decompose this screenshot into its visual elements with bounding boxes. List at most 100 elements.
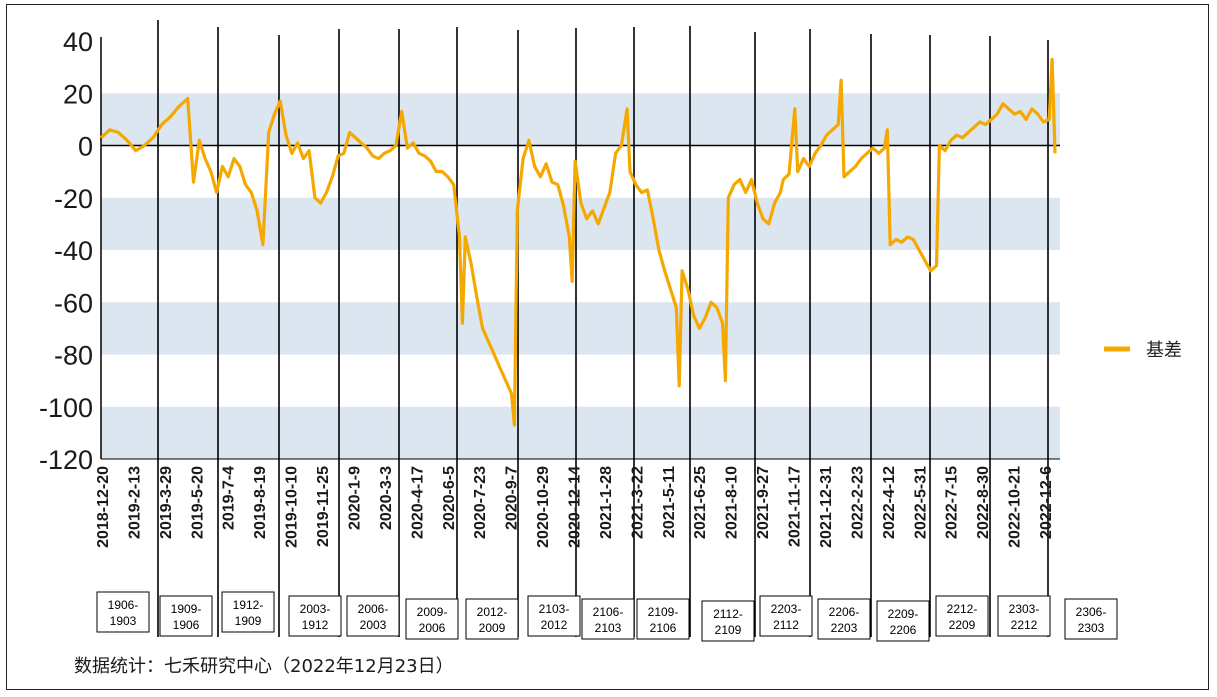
- contract-label-bottom: 2212: [1011, 618, 1038, 632]
- contract-label-bottom: 2112: [773, 618, 799, 632]
- contract-label-top: 2303-: [1009, 602, 1040, 616]
- x-tick-label: 2019-7-4: [221, 466, 238, 530]
- x-tick-label: 2021-3-22: [629, 466, 646, 539]
- legend-label: 基差: [1146, 340, 1182, 360]
- y-axis-ticks: 40 20 0 -20 -40 -60 -80 -100 -120: [39, 27, 93, 475]
- x-tick-label: 2021-6-25: [692, 466, 709, 539]
- y-tick-label: -100: [39, 393, 93, 423]
- contract-label-top: 2106-: [593, 605, 624, 619]
- x-tick-label: 2022-8-30: [975, 466, 992, 539]
- y-tick-label: 20: [63, 79, 93, 109]
- source-note: 数据统计：七禾研究中心（2022年12月23日）: [74, 656, 454, 677]
- y-tick-label: 40: [63, 27, 93, 57]
- contract-label-top: 1909-: [171, 602, 202, 616]
- x-tick-label: 2021-11-17: [787, 466, 804, 547]
- chart-frame: [6, 4, 1209, 690]
- contract-label-top: 2203-: [771, 602, 802, 616]
- contract-label-bottom: 1903: [110, 614, 137, 628]
- x-axis-ticks: 2018-12-20 2019-2-13 2019-3-29 2019-5-20 201…: [95, 466, 1055, 548]
- contract-label: 2206- 2203: [817, 598, 871, 640]
- contract-label-bottom: 2103: [595, 621, 622, 635]
- x-tick-label: 2019-5-20: [189, 466, 206, 539]
- x-tick-label: 2021-5-11: [661, 466, 678, 538]
- contract-label: 2006- 2003: [346, 595, 400, 637]
- contract-label: 1906- 1903: [96, 591, 150, 633]
- x-tick-label: 2021-8-10: [724, 466, 741, 539]
- x-tick-label: 2020-1-9: [346, 466, 363, 530]
- contract-label-bottom: 2206: [890, 623, 917, 637]
- x-tick-label: 2020-3-3: [378, 466, 395, 530]
- series-line-basis: [99, 57, 1057, 427]
- contract-labels: 1906- 1903 1909- 1906 1912- 1909 2003- 1912 2006…: [96, 591, 1118, 642]
- x-tick-label: 2020-9-7: [504, 466, 521, 530]
- x-tick-label: 2022-12-6: [1038, 466, 1055, 539]
- contract-label-bottom: 2106: [650, 621, 677, 635]
- contract-label-bottom: 2009: [479, 621, 506, 635]
- x-tick-label: 2019-2-13: [126, 466, 143, 539]
- x-tick-label: 2022-4-12: [881, 466, 898, 539]
- contract-label-top: 2109-: [648, 605, 679, 619]
- contract-label: 2106- 2103: [581, 598, 635, 640]
- contract-label-bottom: 1906: [173, 618, 200, 632]
- x-tick-label: 2021-9-27: [755, 466, 772, 539]
- x-tick-label: 2022-10-21: [1007, 466, 1024, 548]
- contract-label-top: 2009-: [417, 605, 448, 619]
- axes: [100, 37, 1060, 460]
- grid-bands: [101, 93, 1060, 459]
- contract-label-top: 2206-: [829, 605, 860, 619]
- x-tick-label: 2018-12-20: [95, 466, 112, 548]
- grid-band: [101, 93, 1060, 146]
- contract-label-top: 2212-: [947, 602, 978, 616]
- y-tick-label: -80: [54, 341, 93, 371]
- y-tick-label: -120: [39, 445, 93, 475]
- contract-label: 2306- 2303: [1064, 598, 1118, 640]
- contract-label-bottom: 2209: [949, 618, 976, 632]
- x-tick-label: 2020-7-23: [472, 466, 489, 539]
- contract-label-top: 2012-: [477, 605, 508, 619]
- x-tick-label: 2019-3-29: [158, 466, 175, 539]
- contract-label-bottom: 2003: [360, 618, 387, 632]
- x-tick-label: 2022-5-31: [912, 466, 929, 539]
- contract-label: 2003- 1912: [288, 595, 342, 637]
- contract-label: 2009- 2006: [405, 598, 459, 640]
- contract-label: 2203- 2112: [759, 595, 813, 637]
- contract-label-top: 2209-: [888, 607, 919, 621]
- contract-label-bottom: 2303: [1078, 621, 1105, 635]
- x-tick-label: 2020-10-29: [535, 466, 552, 548]
- contract-rollover-lines: [157, 20, 1049, 637]
- contract-label-bottom: 2012: [541, 618, 568, 632]
- contract-label-bottom: 2203: [831, 621, 858, 635]
- contract-label-top: 2306-: [1076, 605, 1107, 619]
- contract-label-top: 2006-: [358, 602, 389, 616]
- x-tick-label: 2022-7-15: [944, 466, 961, 539]
- contract-label-top: 2003-: [300, 602, 331, 616]
- series-lines: [99, 57, 1057, 427]
- grid-band: [101, 302, 1060, 355]
- contract-label: 2112- 2109: [701, 600, 755, 642]
- contract-label-top: 1906-: [108, 598, 139, 612]
- contract-label-bottom: 2109: [715, 623, 742, 637]
- y-tick-label: -40: [54, 236, 93, 266]
- contract-label: 1912- 1909: [221, 591, 275, 633]
- y-tick-label: -20: [54, 184, 93, 214]
- contract-label-bottom: 1912: [302, 618, 329, 632]
- contract-label-bottom: 2006: [419, 621, 446, 635]
- contract-label: 2212- 2209: [935, 595, 989, 637]
- y-tick-label: -60: [54, 288, 93, 318]
- contract-label: 1909- 1906: [159, 595, 213, 637]
- x-tick-label: 2022-2-23: [849, 466, 866, 539]
- contract-label-bottom: 1909: [235, 614, 262, 628]
- contract-label: 2209- 2206: [876, 600, 930, 642]
- x-tick-label: 2019-10-10: [284, 466, 301, 548]
- x-tick-label: 2020-12-14: [567, 466, 584, 548]
- x-tick-label: 2019-11-25: [315, 466, 332, 547]
- y-tick-label: 0: [78, 132, 93, 162]
- x-tick-label: 2020-4-17: [409, 466, 426, 539]
- grid-band: [101, 406, 1060, 459]
- contract-label-top: 2103-: [539, 602, 570, 616]
- contract-label: 2303- 2212: [997, 595, 1051, 637]
- contract-label: 2012- 2009: [465, 598, 519, 640]
- contract-label-top: 2112-: [713, 607, 743, 621]
- x-tick-label: 2021-1-28: [598, 466, 615, 539]
